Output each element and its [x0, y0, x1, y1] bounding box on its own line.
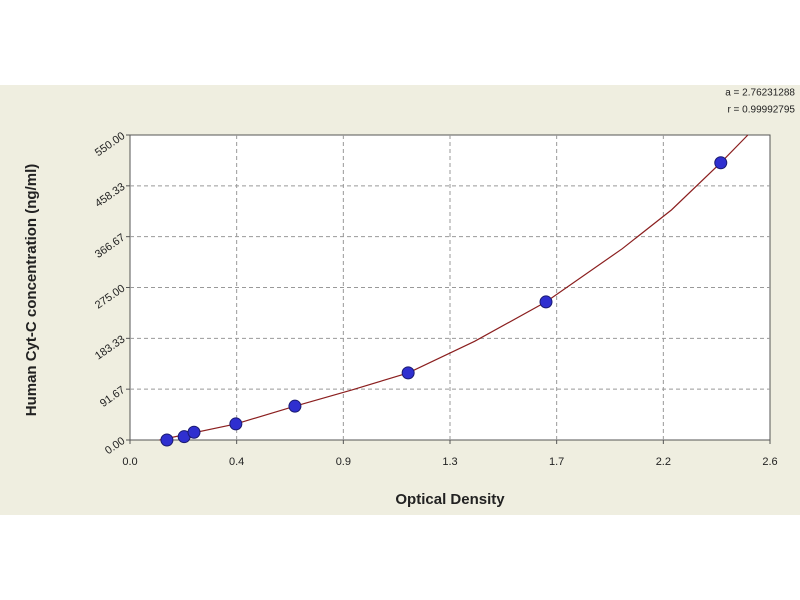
x-tick-label: 0.0 — [122, 456, 137, 468]
data-point — [714, 156, 728, 170]
data-point — [401, 366, 415, 380]
x-tick-label: 1.3 — [442, 456, 457, 468]
x-tick-label: 2.2 — [656, 456, 671, 468]
x-tick-label: 1.7 — [549, 456, 564, 468]
annotation: a = 2.76231288 — [725, 88, 795, 99]
y-axis-title: Human Cyt-C concentration (ng/ml) — [23, 164, 40, 417]
x-tick-label: 0.4 — [229, 456, 244, 468]
data-point — [539, 295, 553, 309]
data-point — [288, 399, 302, 413]
x-tick-label: 0.9 — [336, 456, 351, 468]
x-axis-title: Optical Density — [395, 491, 505, 508]
data-point — [187, 425, 201, 439]
fit-curve — [159, 134, 749, 441]
data-point — [160, 433, 174, 447]
x-tick-label: 2.6 — [762, 456, 777, 468]
data-point — [229, 417, 243, 431]
annotation: r = 0.99992795 — [727, 105, 795, 116]
